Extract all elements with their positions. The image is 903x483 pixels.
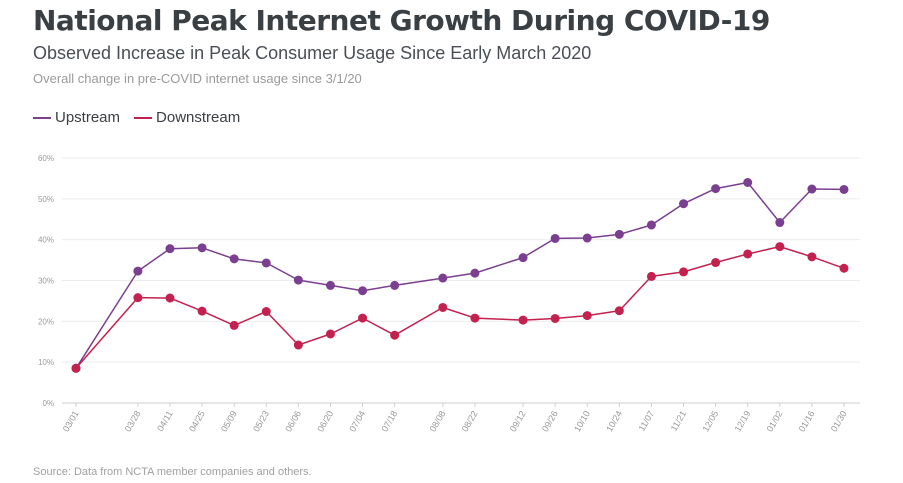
- upstream-point[interactable]: [775, 218, 785, 228]
- upstream-point[interactable]: [839, 184, 849, 194]
- downstream-point[interactable]: [807, 252, 817, 262]
- upstream-point[interactable]: [518, 253, 528, 263]
- upstream-point[interactable]: [261, 258, 271, 268]
- downstream-point[interactable]: [133, 293, 143, 303]
- x-tick-label: 09/26: [540, 409, 560, 434]
- source-note: Source: Data from NCTA member companies …: [33, 466, 312, 478]
- x-tick-label: 11/07: [637, 409, 657, 433]
- upstream-point[interactable]: [197, 243, 207, 253]
- x-tick-label: 05/09: [219, 409, 239, 434]
- x-tick-label: 06/06: [283, 409, 303, 434]
- downstream-point[interactable]: [614, 306, 624, 316]
- downstream-point[interactable]: [711, 258, 721, 268]
- x-tick-label: 10/10: [572, 409, 592, 434]
- upstream-point[interactable]: [293, 275, 303, 285]
- legend-item-upstream[interactable]: Upstream: [33, 109, 120, 126]
- x-tick-label: 04/25: [187, 409, 207, 434]
- upstream-point[interactable]: [133, 266, 143, 276]
- y-tick-label: 20%: [38, 317, 54, 326]
- downstream-point[interactable]: [743, 249, 753, 259]
- upstream-line: [75, 181, 845, 369]
- x-tick-label: 06/20: [315, 409, 335, 434]
- upstream-point[interactable]: [165, 244, 175, 254]
- series-upstream: [71, 178, 849, 373]
- x-tick-label: 01/30: [829, 409, 849, 434]
- x-tick-label: 07/04: [347, 409, 367, 434]
- y-tick-label: 40%: [38, 236, 54, 245]
- legend-item-downstream[interactable]: Downstream: [134, 109, 240, 126]
- downstream-point[interactable]: [438, 302, 448, 312]
- upstream-point[interactable]: [390, 280, 400, 290]
- downstream-point[interactable]: [679, 267, 689, 277]
- downstream-point[interactable]: [518, 315, 528, 325]
- upstream-point[interactable]: [229, 254, 239, 264]
- x-tick-label: 08/22: [460, 409, 480, 434]
- upstream-point[interactable]: [470, 268, 480, 278]
- series-downstream: [71, 242, 849, 373]
- downstream-point[interactable]: [775, 242, 785, 252]
- x-tick-label: 05/23: [251, 409, 271, 434]
- grid-lines: [62, 157, 860, 404]
- downstream-point[interactable]: [550, 313, 560, 323]
- upstream-point[interactable]: [358, 286, 368, 296]
- x-tick-label: 08/08: [428, 409, 448, 434]
- upstream-point[interactable]: [438, 273, 448, 283]
- x-tick-label: 09/12: [508, 409, 528, 434]
- x-tick-label: 07/18: [379, 409, 399, 434]
- x-tick-label: 03/28: [123, 409, 143, 434]
- x-tick-label: 03/01: [61, 409, 81, 434]
- upstream-point[interactable]: [646, 220, 656, 230]
- upstream-point[interactable]: [711, 184, 721, 194]
- x-tick-label: 10/24: [604, 409, 624, 434]
- x-axis: 03/01 03/28 04/11 04/25 05/09 05/23 06/06 06/20…: [61, 403, 849, 434]
- downstream-line: [75, 245, 845, 369]
- y-tick-label: 60%: [38, 154, 54, 163]
- downstream-point[interactable]: [646, 271, 656, 281]
- upstream-point[interactable]: [582, 233, 592, 243]
- upstream-swatch: [33, 116, 51, 119]
- upstream-point[interactable]: [550, 233, 560, 243]
- y-tick-label: 50%: [38, 195, 54, 204]
- y-tick-label: 0%: [42, 399, 54, 408]
- downstream-point[interactable]: [293, 340, 303, 350]
- downstream-point[interactable]: [261, 307, 271, 317]
- chart-title: National Peak Internet Growth During COV…: [33, 4, 770, 37]
- y-tick-label: 30%: [38, 277, 54, 286]
- y-axis: 0% 10% 20% 30% 40% 50% 60%: [38, 154, 54, 408]
- chart-description: Overall change in pre-COVID internet usa…: [33, 71, 362, 86]
- series-layer: [71, 178, 849, 373]
- y-tick-label: 10%: [38, 358, 54, 367]
- downstream-point[interactable]: [71, 363, 81, 373]
- x-tick-label: 12/05: [700, 409, 720, 434]
- x-tick-label: 01/16: [797, 409, 817, 434]
- legend-label-upstream: Upstream: [55, 109, 121, 126]
- x-tick-label: 04/11: [155, 409, 175, 433]
- upstream-point[interactable]: [325, 280, 335, 290]
- downstream-swatch: [134, 116, 153, 119]
- downstream-point[interactable]: [390, 330, 400, 340]
- downstream-point[interactable]: [197, 306, 207, 316]
- upstream-point[interactable]: [679, 199, 689, 209]
- downstream-point[interactable]: [325, 329, 335, 339]
- upstream-point[interactable]: [743, 178, 753, 187]
- downstream-point[interactable]: [582, 311, 592, 321]
- downstream-point[interactable]: [358, 313, 368, 323]
- legend-label-downstream: Downstream: [156, 109, 241, 126]
- x-tick-label: 01/02: [765, 409, 785, 434]
- x-tick-label: 12/19: [733, 409, 753, 434]
- chart-legend: Upstream Downstream: [33, 109, 240, 126]
- upstream-point[interactable]: [614, 229, 624, 239]
- downstream-point[interactable]: [839, 263, 849, 273]
- downstream-point[interactable]: [165, 293, 175, 303]
- chart-subtitle: Observed Increase in Peak Consumer Usage…: [33, 43, 592, 63]
- upstream-point[interactable]: [807, 184, 817, 194]
- downstream-point[interactable]: [470, 313, 480, 323]
- downstream-point[interactable]: [229, 320, 239, 330]
- x-tick-label: 11/21: [669, 409, 689, 433]
